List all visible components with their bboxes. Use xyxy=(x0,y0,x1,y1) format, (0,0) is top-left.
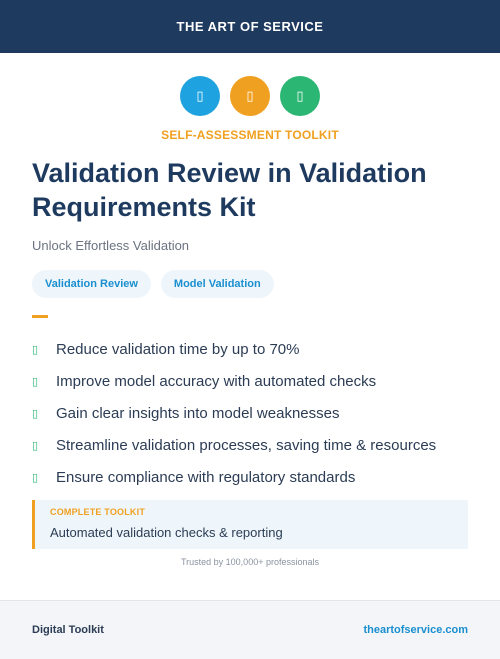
icon-row: ▯ ▯ ▯ xyxy=(0,76,500,116)
placeholder-icon: ▯ xyxy=(230,76,270,116)
footer-bar: Digital Toolkit theartofservice.com xyxy=(0,600,500,659)
check-icon: ▯ xyxy=(32,470,39,484)
placeholder-icon: ▯ xyxy=(180,76,220,116)
kicker-label: SELF-ASSESSMENT TOOLKIT xyxy=(161,128,339,142)
list-item: ▯ Streamline validation processes, savin… xyxy=(32,429,472,461)
trusted-note: Trusted by 100,000+ professionals xyxy=(180,557,319,567)
placeholder-icon: ▯ xyxy=(280,76,320,116)
feature-text: Ensure compliance with regulatory standa… xyxy=(56,468,356,486)
list-item: ▯ Reduce validation time by up to 70% xyxy=(32,333,472,365)
header-bar: THE ART OF SERVICE xyxy=(0,0,500,53)
accent-divider xyxy=(32,315,48,318)
website-link[interactable]: theartofservice.com xyxy=(363,624,468,636)
toolkit-callout: COMPLETE TOOLKIT Automated validation ch… xyxy=(32,500,468,549)
brand-title: THE ART OF SERVICE xyxy=(176,19,324,34)
list-item: ▯ Gain clear insights into model weaknes… xyxy=(32,397,472,429)
tag-validation-review[interactable]: Validation Review xyxy=(32,270,151,298)
feature-text: Reduce validation time by up to 70% xyxy=(56,340,300,358)
page-subtitle: Unlock Effortless Validation xyxy=(32,238,190,253)
feature-text: Streamline validation processes, saving … xyxy=(56,436,437,454)
feature-list: ▯ Reduce validation time by up to 70% ▯ … xyxy=(32,333,472,493)
check-icon: ▯ xyxy=(32,374,39,388)
page-title: Validation Review in Validation Requirem… xyxy=(32,158,427,222)
feature-text: Gain clear insights into model weaknesse… xyxy=(56,404,340,422)
list-item: ▯ Improve model accuracy with automated … xyxy=(32,365,472,397)
check-icon: ▯ xyxy=(32,342,39,356)
tag-list: Validation Review Model Validation xyxy=(32,270,274,298)
footer-label: Digital Toolkit xyxy=(32,624,104,636)
list-item: ▯ Ensure compliance with regulatory stan… xyxy=(32,461,472,493)
callout-text: Automated validation checks & reporting xyxy=(50,525,283,540)
check-icon: ▯ xyxy=(32,406,39,420)
feature-text: Improve model accuracy with automated ch… xyxy=(56,372,377,390)
tag-model-validation[interactable]: Model Validation xyxy=(160,270,274,298)
callout-label: COMPLETE TOOLKIT xyxy=(50,507,146,517)
check-icon: ▯ xyxy=(32,438,39,452)
